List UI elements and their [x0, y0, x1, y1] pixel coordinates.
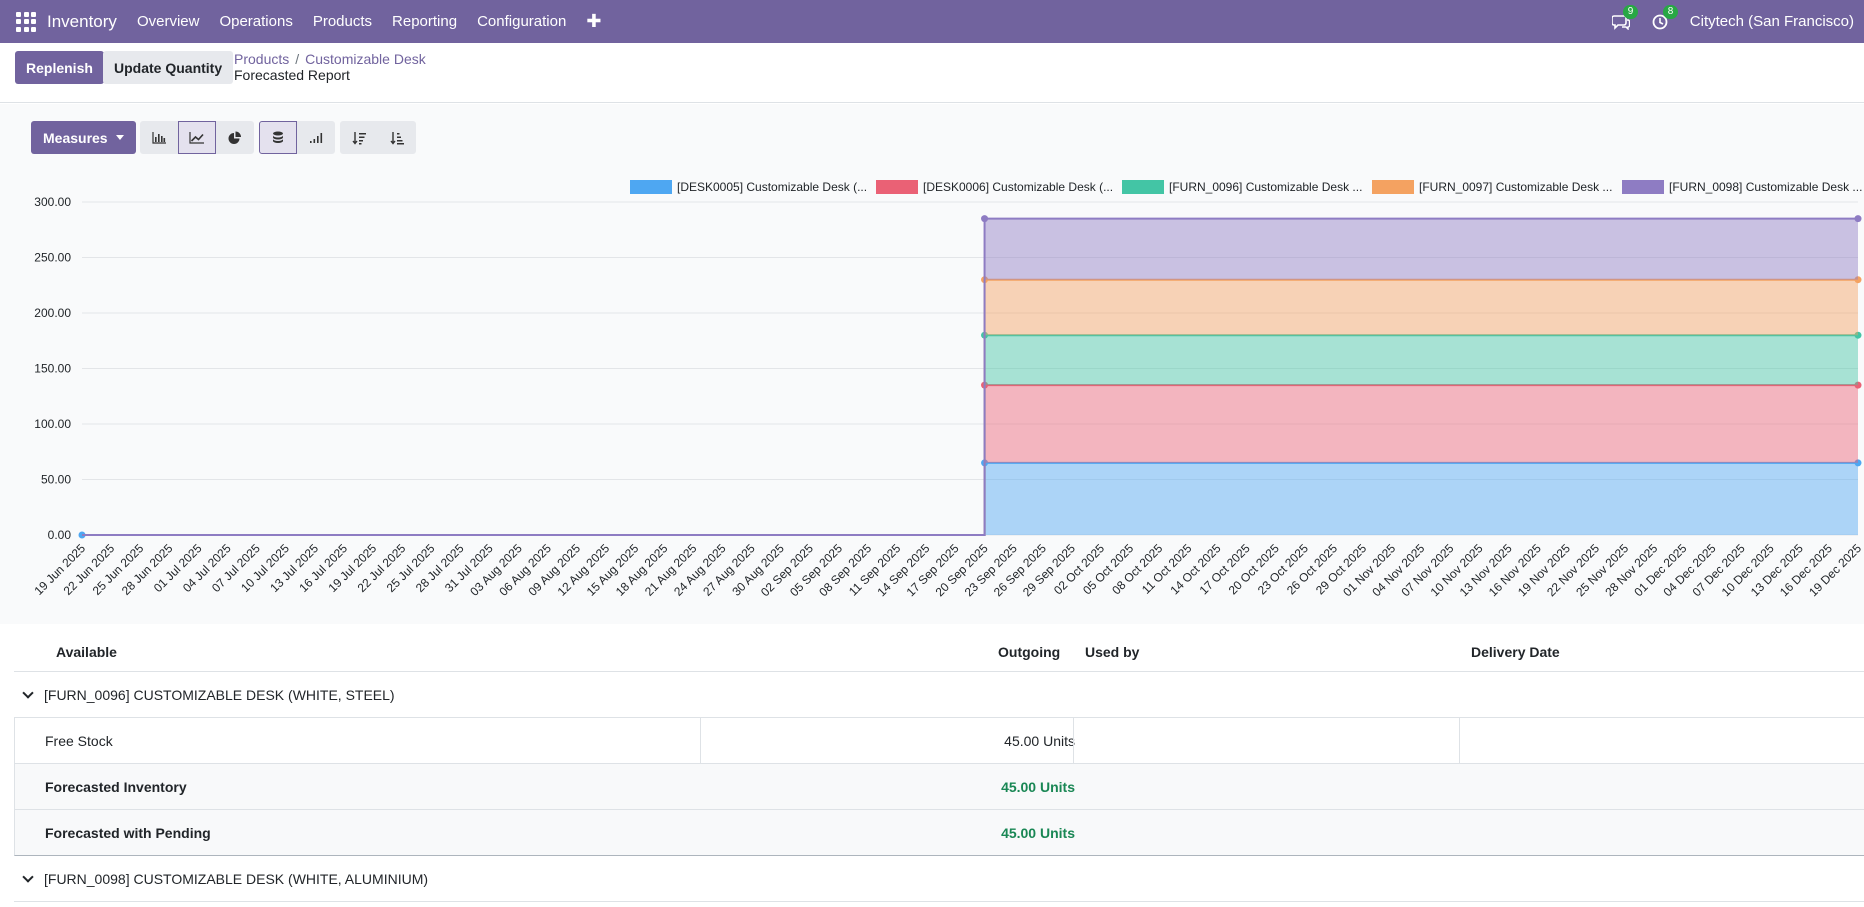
y-tick-label: 0.00 — [48, 528, 72, 542]
free-stock-value: 45.00 Units — [1004, 733, 1075, 749]
menu-products[interactable]: Products — [312, 13, 373, 30]
series-area — [82, 335, 1858, 535]
legend-swatch — [630, 180, 672, 194]
add-menu-icon[interactable]: ✚ — [586, 11, 602, 31]
clock-icon — [1652, 14, 1668, 29]
breadcrumb-products[interactable]: Products — [234, 51, 290, 67]
sort-descending-icon — [352, 131, 366, 145]
sort-ascending-button[interactable] — [377, 121, 416, 154]
free-stock-label: Free Stock — [45, 733, 113, 749]
graph-area: Measures — [0, 104, 1864, 624]
legend-label: [DESK0006] Customizable Desk (... — [923, 180, 1113, 194]
table-header: Available Outgoing Used by Delivery Date — [14, 632, 1864, 672]
page-title: Forecasted Report — [234, 67, 350, 83]
cumulative-toggle-button[interactable] — [296, 121, 335, 154]
sort-descending-button[interactable] — [339, 121, 378, 154]
apps-menu-icon[interactable] — [16, 11, 36, 32]
messages-count-badge: 9 — [1622, 4, 1639, 19]
stacked-toggle-button[interactable] — [258, 121, 297, 154]
series-area — [82, 218, 1858, 535]
bar-chart-icon — [151, 131, 166, 144]
forecasted-inventory-label: Forecasted Inventory — [45, 779, 187, 795]
free-stock-row: Free Stock 45.00 Units — [14, 718, 1864, 764]
caret-down-icon — [115, 135, 124, 140]
series-point — [1854, 215, 1862, 223]
stacked-icon — [272, 131, 283, 143]
pie-chart-icon — [228, 131, 241, 144]
header-available: Available — [56, 644, 117, 660]
activities-systray[interactable]: 8 — [1652, 4, 1679, 30]
legend-label: [FURN_0096] Customizable Desk ... — [1169, 180, 1362, 194]
legend-swatch — [876, 180, 918, 194]
series-point — [1854, 276, 1862, 284]
breadcrumb: Products / Customizable Desk Forecasted Re… — [234, 51, 426, 83]
y-tick-label: 150.00 — [34, 362, 71, 376]
menu-overview[interactable]: Overview — [136, 13, 200, 30]
company-switcher[interactable]: Citytech (San Francisco) — [1689, 13, 1854, 30]
forecast-table: Available Outgoing Used by Delivery Date… — [14, 632, 1864, 907]
series-point — [1854, 381, 1862, 389]
breadcrumb-customizable-desk[interactable]: Customizable Desk — [305, 51, 426, 67]
sort-ascending-icon — [390, 131, 404, 145]
legend-swatch — [1622, 180, 1664, 194]
line-chart-icon — [189, 131, 205, 144]
product-group-row[interactable]: [FURN_0096] CUSTOMIZABLE DESK (WHITE, ST… — [14, 672, 1864, 718]
header-delivery-date: Delivery Date — [1471, 644, 1560, 660]
graph-toolbar: Measures — [31, 121, 421, 154]
legend-label: [FURN_0097] Customizable Desk ... — [1419, 180, 1612, 194]
legend-label: [FURN_0098] Customizable Desk ... — [1669, 180, 1862, 194]
series-point — [1854, 459, 1862, 467]
update-quantity-button[interactable]: Update Quantity — [103, 51, 234, 84]
header-used-by: Used by — [1085, 644, 1140, 660]
legend-label: [DESK0005] Customizable Desk (... — [677, 180, 867, 194]
chevron-down-icon — [22, 870, 34, 883]
series-area — [82, 462, 1858, 535]
forecasted-pending-value: 45.00 Units — [1001, 825, 1075, 841]
y-tick-label: 100.00 — [34, 417, 71, 431]
replenish-button[interactable]: Replenish — [15, 51, 104, 84]
y-tick-label: 200.00 — [34, 306, 71, 320]
app-brand[interactable]: Inventory — [47, 11, 117, 31]
measures-dropdown[interactable]: Measures — [31, 121, 136, 154]
y-axis-ticks: 0.00 50.00 100.00 150.00 200.00 250.00 300.00 — [34, 195, 71, 542]
cumulative-icon — [309, 132, 322, 143]
header-outgoing: Outgoing — [998, 644, 1061, 660]
measures-label: Measures — [43, 129, 108, 146]
y-tick-label: 250.00 — [34, 251, 71, 265]
menu-configuration[interactable]: Configuration — [477, 13, 567, 30]
series-area — [82, 279, 1858, 535]
series-line — [82, 217, 1858, 536]
y-tick-label: 50.00 — [41, 473, 71, 487]
chart-legend: [DESK0005] Customizable Desk (... [DESK00… — [630, 180, 1862, 194]
series-point — [1854, 331, 1862, 339]
legend-swatch — [1372, 180, 1414, 194]
bar-chart-button[interactable] — [139, 121, 178, 154]
legend-swatch — [1122, 180, 1164, 194]
forecasted-pending-row: Forecasted with Pending 45.00 Units — [14, 810, 1864, 856]
chart-areas — [78, 215, 1862, 539]
activities-count-badge: 8 — [1662, 4, 1679, 19]
forecasted-inventory-row: Forecasted Inventory 45.00 Units — [14, 764, 1864, 810]
chart-gridlines — [82, 201, 1858, 536]
forecast-area-chart: [DESK0005] Customizable Desk (... [DESK00… — [32, 180, 1864, 599]
product-group-row[interactable]: [FURN_0098] CUSTOMIZABLE DESK (WHITE, AL… — [14, 856, 1864, 902]
messages-systray[interactable]: 9 — [1611, 4, 1639, 30]
product-group-title: [FURN_0098] CUSTOMIZABLE DESK (WHITE, AL… — [44, 871, 429, 887]
forecasted-pending-label: Forecasted with Pending — [45, 825, 211, 841]
product-group-title: [FURN_0096] CUSTOMIZABLE DESK (WHITE, ST… — [44, 687, 395, 703]
series-point — [981, 215, 989, 223]
top-navbar: Inventory Overview Operations Products R… — [0, 0, 1864, 43]
y-tick-label: 300.00 — [34, 195, 71, 209]
line-chart-button[interactable] — [177, 121, 216, 154]
menu-operations[interactable]: Operations — [219, 13, 293, 30]
chevron-down-icon — [22, 686, 34, 699]
forecasted-inventory-value: 45.00 Units — [1001, 779, 1075, 795]
menu-reporting[interactable]: Reporting — [392, 13, 458, 30]
series-area — [82, 385, 1858, 535]
control-panel: Replenish Update Quantity Products / Custo… — [0, 43, 1864, 103]
pie-chart-button[interactable] — [215, 121, 254, 154]
